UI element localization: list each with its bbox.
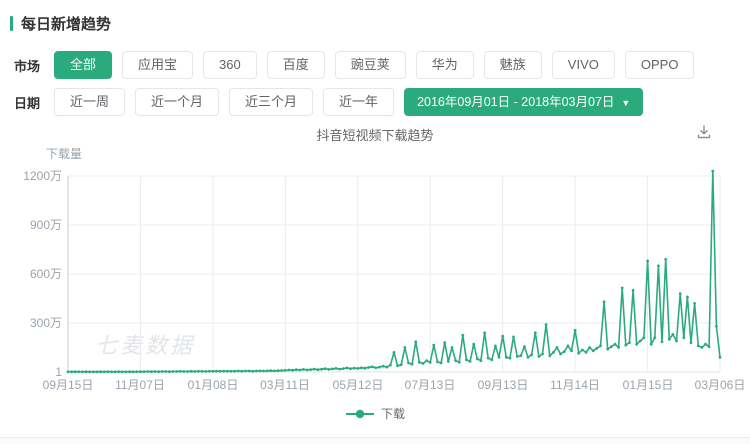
section-title: 每日新增趋势	[10, 13, 111, 34]
market-label: 市场	[14, 58, 41, 74]
y-tick-1200: 1200万	[23, 169, 62, 183]
date-option-3months[interactable]: 近三个月	[229, 88, 314, 116]
market-option-vivo[interactable]: VIVO	[551, 51, 615, 79]
market-option-meizu[interactable]: 魅族	[483, 51, 542, 79]
market-option-huawei[interactable]: 华为	[415, 51, 474, 79]
chevron-down-icon: ▼	[621, 97, 631, 108]
market-filter-row: 市场 全部 应用宝 360 百度 豌豆荚 华为 魅族 VIVO OPPO	[14, 51, 695, 79]
y-tick-1: 1	[55, 365, 62, 379]
x-tick-0713: 07月13日	[404, 378, 456, 392]
x-tick-0512: 05月12日	[332, 378, 384, 392]
y-tick-900: 900万	[29, 218, 62, 232]
y-axis-title: 下载量	[45, 147, 82, 161]
x-tick-1107: 11月07日	[115, 378, 165, 392]
market-option-yingyongbao[interactable]: 应用宝	[122, 51, 194, 79]
watermark: 七麦数据	[95, 333, 196, 358]
chart-region: 抖音短视频下载趋势 下载量 1200万 900万 600万 300万 1 七麦数…	[0, 118, 750, 440]
download-chart-button[interactable]	[692, 121, 716, 145]
date-label: 日期	[14, 95, 41, 111]
market-option-baidu[interactable]: 百度	[266, 51, 325, 79]
x-tick-0913: 09月13日	[477, 378, 529, 392]
y-tick-600: 600万	[29, 267, 62, 281]
date-range-value: 2016年09月01日 - 2018年03月07日	[417, 95, 615, 109]
legend-item-downloads[interactable]: 下载	[345, 405, 405, 422]
page-title: 每日新增趋势	[21, 16, 112, 33]
market-option-360[interactable]: 360	[203, 51, 257, 79]
market-option-wandoujia[interactable]: 豌豆荚	[334, 51, 406, 79]
x-tick-1114: 11月14日	[550, 378, 600, 392]
date-option-week[interactable]: 近一周	[54, 88, 126, 116]
title-accent-bar	[10, 16, 13, 31]
market-option-all[interactable]: 全部	[54, 51, 113, 79]
market-options: 全部 应用宝 360 百度 豌豆荚 华为 魅族 VIVO OPPO	[54, 51, 695, 79]
legend-label: 下载	[380, 407, 405, 421]
date-range-dropdown[interactable]: 2016年09月01日 - 2018年03月07日 ▼	[404, 88, 644, 116]
bottom-divider	[0, 437, 750, 444]
x-tick-0311: 03月11日	[260, 378, 310, 392]
y-tick-300: 300万	[29, 316, 62, 330]
date-filter-row: 日期 近一周 近一个月 近三个月 近一年 2016年09月01日 - 2018年…	[14, 88, 644, 116]
downloads-line-chart[interactable]	[0, 118, 750, 388]
download-icon	[697, 124, 711, 138]
chart-title: 抖音短视频下载趋势	[316, 128, 434, 143]
x-tick-0306: 03月06日	[694, 378, 746, 392]
date-options: 近一周 近一个月 近三个月 近一年 2016年09月01日 - 2018年03月…	[54, 88, 644, 116]
x-tick-0108: 01月08日	[187, 378, 239, 392]
legend-line-dot-icon	[345, 409, 374, 418]
market-option-oppo[interactable]: OPPO	[624, 51, 695, 79]
chart-legend: 下载	[0, 405, 750, 422]
x-tick-0915: 09月15日	[42, 378, 94, 392]
date-option-month[interactable]: 近一个月	[135, 88, 220, 116]
x-tick-0115: 01月15日	[622, 378, 674, 392]
date-option-year[interactable]: 近一年	[323, 88, 395, 116]
